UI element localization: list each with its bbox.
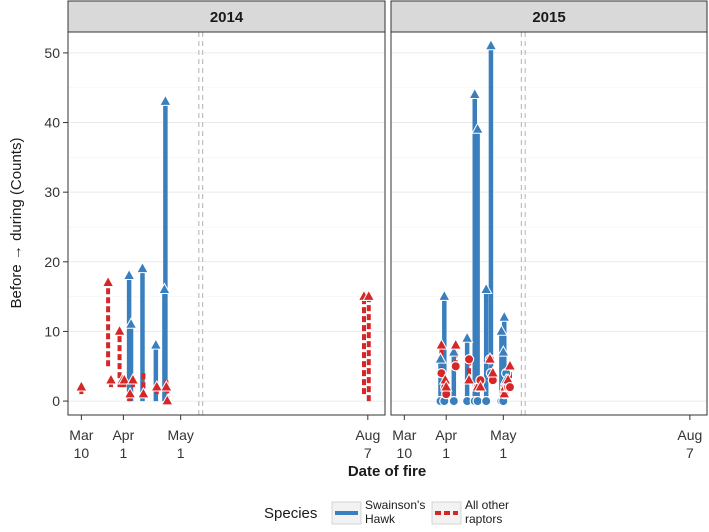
raptor-during-point bbox=[503, 359, 517, 371]
x-tick-label: 1 bbox=[177, 445, 185, 461]
legend-label: All other bbox=[465, 498, 509, 512]
hawk-during-point bbox=[122, 268, 136, 281]
x-tick-label: Apr bbox=[435, 427, 457, 443]
hawk-during-point bbox=[136, 261, 149, 274]
raptor-during-point bbox=[75, 379, 88, 392]
x-tick-label: May bbox=[490, 427, 516, 443]
hawk-before-point bbox=[472, 395, 483, 407]
raptor-during-point bbox=[462, 372, 476, 385]
raptor-during-point bbox=[362, 289, 376, 301]
x-tick-label: 1 bbox=[442, 445, 450, 461]
raptor-during-point bbox=[137, 386, 150, 399]
x-tick-label: Aug bbox=[677, 427, 702, 443]
hawk-during-point bbox=[124, 317, 138, 329]
raptor-before-point bbox=[450, 361, 461, 372]
x-tick-label: 1 bbox=[119, 445, 127, 461]
hawk-during-point bbox=[484, 38, 498, 51]
x-tick-label: Aug bbox=[355, 427, 380, 443]
hawk-before-point bbox=[480, 395, 492, 407]
hawk-during-point bbox=[159, 94, 172, 106]
raptor-during-point bbox=[160, 379, 173, 392]
facet-strip bbox=[390, 0, 708, 33]
hawk-during-point bbox=[149, 338, 163, 350]
raptor-during-point bbox=[113, 324, 126, 336]
raptor-during-point bbox=[123, 386, 137, 399]
x-tick-label: 10 bbox=[397, 445, 413, 461]
raptor-during-point bbox=[435, 338, 448, 350]
x-tick-label: 10 bbox=[74, 445, 90, 461]
x-tick-label: Apr bbox=[112, 427, 134, 443]
hawk-during-point bbox=[447, 345, 461, 357]
raptor-before-point bbox=[463, 354, 475, 365]
hawk-during-point bbox=[434, 352, 447, 364]
raptor-before-point bbox=[504, 381, 516, 393]
legend-label: Swainson's bbox=[365, 498, 425, 512]
hawk-before-point bbox=[448, 395, 460, 407]
hawk-during-point bbox=[460, 331, 474, 343]
x-tick-label: 7 bbox=[686, 445, 694, 461]
axes: 0 10 20 30 40 50 bbox=[44, 45, 68, 409]
raptor-during-point bbox=[101, 275, 115, 287]
x-tick-label: Mar bbox=[392, 427, 416, 443]
facet-title: 2015 bbox=[532, 9, 565, 26]
y-tick-label: 0 bbox=[52, 393, 60, 409]
raptor-during-point bbox=[117, 372, 131, 385]
raptor-during-point bbox=[126, 372, 140, 385]
raptor-during-point bbox=[497, 386, 511, 399]
hawk-during-point bbox=[437, 289, 451, 301]
panel-2014: 2014 Mar 10 Apr 1 May 1 Aug 7 bbox=[67, 0, 386, 461]
panel-border bbox=[67, 31, 386, 416]
y-tick-label: 40 bbox=[44, 115, 60, 131]
raptor-during-point bbox=[483, 352, 497, 364]
raptor-during-point bbox=[449, 338, 463, 350]
y-axis-title: Before → during (Counts) bbox=[8, 138, 25, 309]
raptor-during-point bbox=[160, 393, 174, 406]
panel-background bbox=[67, 31, 386, 416]
raptor-during-point bbox=[439, 379, 453, 392]
y-tick-label: 30 bbox=[44, 184, 60, 200]
raptor-before-point bbox=[436, 368, 447, 379]
legend-title: Species bbox=[264, 505, 317, 522]
x-tick-label: Mar bbox=[69, 427, 93, 443]
raptor-during-point bbox=[486, 365, 500, 378]
hawk-during-point bbox=[497, 310, 511, 322]
y-tick-label: 50 bbox=[44, 45, 60, 61]
y-tick-label: 20 bbox=[44, 254, 60, 270]
raptor-during-point bbox=[150, 379, 164, 392]
hawk-during-point bbox=[158, 282, 171, 294]
x-tick-label: 7 bbox=[364, 445, 372, 461]
x-tick-label: May bbox=[167, 427, 193, 443]
panels: 2014 Mar 10 Apr 1 May 1 Aug 7 2015 Mar 10 Apr 1 May 1 Au… bbox=[67, 0, 708, 461]
x-axis-title: Date of fire bbox=[348, 463, 426, 480]
y-tick-label: 10 bbox=[44, 323, 60, 339]
raptor-during-point bbox=[474, 379, 487, 392]
facet-strip bbox=[67, 0, 386, 33]
raptor-during-point bbox=[104, 372, 118, 385]
hawk-during-point bbox=[496, 345, 510, 357]
legend-label: raptors bbox=[465, 512, 502, 526]
hawk-during-point bbox=[468, 87, 482, 99]
hawk-during-point bbox=[479, 282, 493, 294]
facet-title: 2014 bbox=[210, 9, 244, 26]
hawk-during-point bbox=[471, 122, 484, 134]
panel-2015: 2015 Mar 10 Apr 1 May 1 Aug 7 bbox=[390, 0, 708, 461]
hawk-during-point bbox=[495, 324, 508, 336]
x-tick-label: 1 bbox=[499, 445, 507, 461]
legend-label: Hawk bbox=[365, 512, 396, 526]
panel-border bbox=[390, 31, 708, 416]
